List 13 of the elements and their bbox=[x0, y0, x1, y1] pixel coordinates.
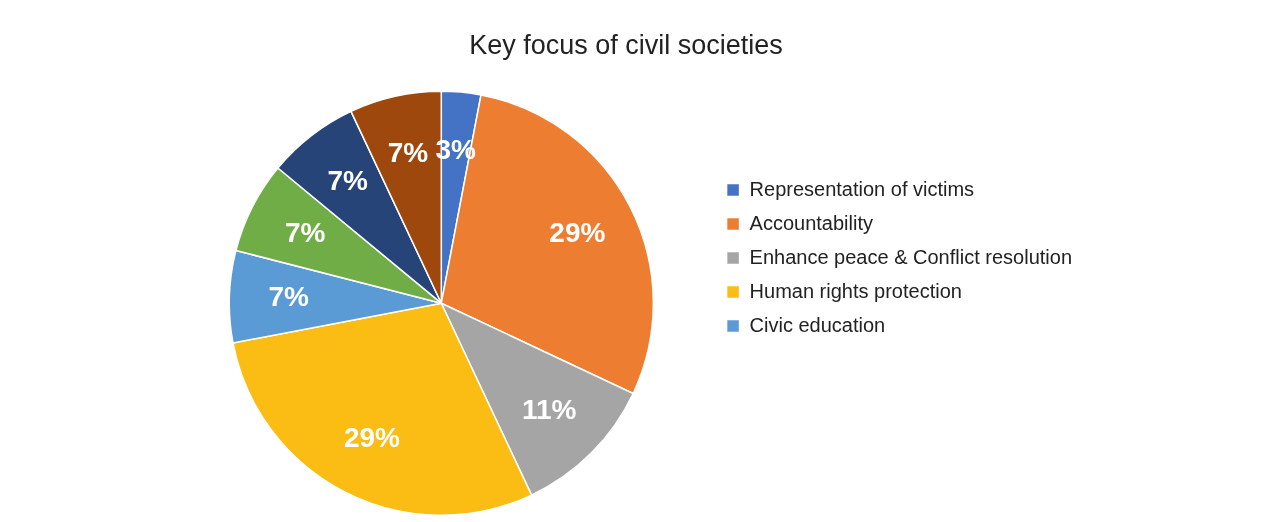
legend-label: Human rights protection bbox=[749, 279, 962, 302]
data-label: 7% bbox=[327, 165, 369, 197]
data-label: 7% bbox=[268, 281, 310, 313]
legend-label: Representation of victims bbox=[749, 177, 975, 200]
legend-label: Accountability bbox=[749, 211, 873, 234]
legend-label: Enhance peace & Conflict resolution bbox=[749, 245, 1072, 268]
data-label: 29% bbox=[549, 216, 606, 248]
legend-label: Civic education bbox=[749, 313, 886, 336]
chart-title: Key focus of civil societies bbox=[469, 29, 783, 60]
data-label: 7% bbox=[285, 216, 326, 248]
data-label: 11% bbox=[522, 393, 577, 425]
data-label: 7% bbox=[387, 136, 429, 168]
data-label: 29% bbox=[343, 421, 401, 453]
